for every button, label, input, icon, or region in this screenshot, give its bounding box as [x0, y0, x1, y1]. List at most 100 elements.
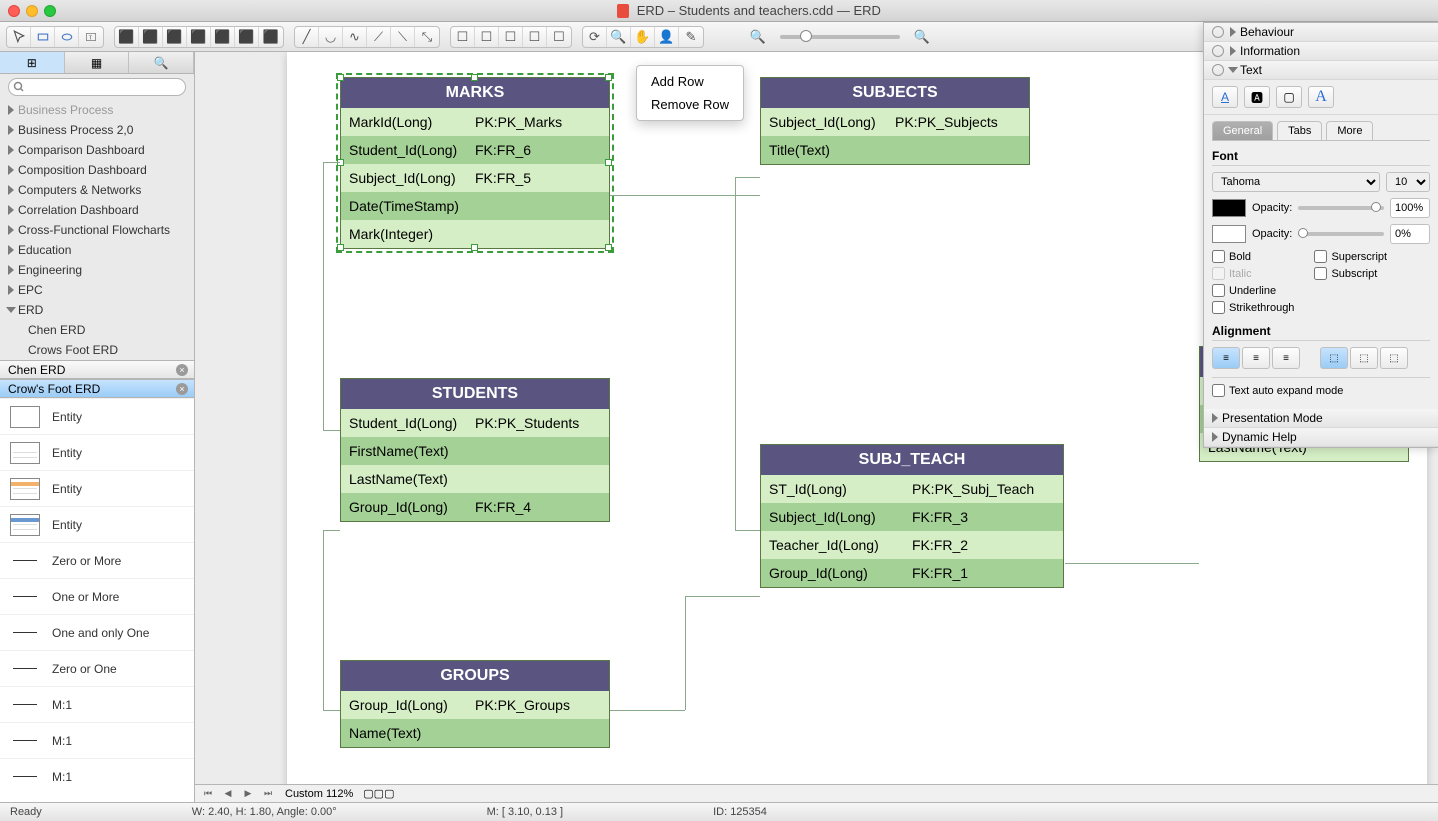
entity-row[interactable]: Subject_Id(Long)FK:FR_5: [341, 164, 609, 192]
props-section[interactable]: Information: [1204, 42, 1438, 61]
curve-tool-icon[interactable]: ∿: [343, 27, 367, 47]
minimize-icon[interactable]: [26, 5, 38, 17]
entity-row[interactable]: Group_Id(Long)FK:FR_4: [341, 493, 609, 521]
user-tool-icon[interactable]: 👤: [655, 27, 679, 47]
tree-item[interactable]: Composition Dashboard: [0, 160, 194, 180]
rect-tool-icon[interactable]: [31, 27, 55, 47]
tree-item[interactable]: EPC: [0, 280, 194, 300]
connector2-tool-icon[interactable]: ⟍: [391, 27, 415, 47]
entity-row[interactable]: FirstName(Text): [341, 437, 609, 465]
entity-row[interactable]: Date(TimeStamp): [341, 192, 609, 220]
style-check[interactable]: [1212, 250, 1225, 263]
sidebar-search-input[interactable]: [8, 78, 186, 96]
tree-item[interactable]: Correlation Dashboard: [0, 200, 194, 220]
align-middle-icon[interactable]: ⬛: [211, 27, 235, 47]
palette-section[interactable]: Crow's Foot ERD×: [0, 379, 194, 398]
ellipse-tool-icon[interactable]: [55, 27, 79, 47]
tree-item[interactable]: Education: [0, 240, 194, 260]
tree-item[interactable]: Comparison Dashboard: [0, 140, 194, 160]
font-size-select[interactable]: 10: [1386, 172, 1430, 192]
style-check[interactable]: [1212, 284, 1225, 297]
close-icon[interactable]: ×: [176, 364, 188, 376]
style-check[interactable]: [1314, 267, 1327, 280]
pointer-tool-icon[interactable]: [7, 27, 31, 47]
close-icon[interactable]: ×: [176, 383, 188, 395]
text-underline-icon[interactable]: A: [1212, 86, 1238, 108]
tree-subitem[interactable]: Crows Foot ERD: [0, 340, 194, 360]
nav-last-icon[interactable]: ⏭: [261, 787, 275, 801]
sidebar-tab-grid[interactable]: ▦: [65, 52, 130, 73]
entity-row[interactable]: MarkId(Long)PK:PK_Marks: [341, 108, 609, 136]
props-footer-section[interactable]: Presentation Mode: [1204, 409, 1438, 428]
props-footer-section[interactable]: Dynamic Help: [1204, 428, 1438, 447]
entity-row[interactable]: Teacher_Id(Long)FK:FR_2: [761, 531, 1063, 559]
style-check[interactable]: [1212, 301, 1225, 314]
sidebar-tab-tree[interactable]: ⊞: [0, 52, 65, 73]
back-icon[interactable]: ☐: [523, 27, 547, 47]
zoom-slider[interactable]: [780, 35, 900, 39]
text-opacity-slider[interactable]: [1298, 206, 1384, 210]
palette-item[interactable]: M:1: [0, 686, 194, 722]
entity-subj_teach[interactable]: SUBJ_TEACHST_Id(Long)PK:PK_Subj_TeachSub…: [760, 444, 1064, 588]
props-tab[interactable]: Tabs: [1277, 121, 1322, 140]
text-style-icon[interactable]: A: [1308, 86, 1334, 108]
align-top-icon[interactable]: ⬛: [187, 27, 211, 47]
valign-top-btn[interactable]: ⬚: [1320, 347, 1348, 369]
selection-handle[interactable]: [605, 159, 612, 166]
palette-section[interactable]: Chen ERD×: [0, 360, 194, 379]
palette-item[interactable]: M:1: [0, 722, 194, 758]
nav-prev-icon[interactable]: ◀: [221, 787, 235, 801]
layer-icon[interactable]: ☐: [547, 27, 571, 47]
entity-students[interactable]: STUDENTSStudent_Id(Long)PK:PK_StudentsFi…: [340, 378, 610, 522]
palette-item[interactable]: Entity: [0, 434, 194, 470]
entity-row[interactable]: Group_Id(Long)PK:PK_Groups: [341, 691, 609, 719]
connector3-tool-icon[interactable]: ⤡: [415, 27, 439, 47]
align-center-icon[interactable]: ⬛: [139, 27, 163, 47]
align-left-btn[interactable]: ≡: [1212, 347, 1240, 369]
connector-tool-icon[interactable]: ⟋: [367, 27, 391, 47]
palette-item[interactable]: M:1: [0, 758, 194, 794]
text-fill-icon[interactable]: 🅰: [1244, 86, 1270, 108]
palette-item[interactable]: Entity: [0, 506, 194, 542]
zoom-in-icon[interactable]: 🔍: [910, 27, 934, 47]
entity-row[interactable]: ST_Id(Long)PK:PK_Subj_Teach: [761, 475, 1063, 503]
entity-row[interactable]: Student_Id(Long)PK:PK_Students: [341, 409, 609, 437]
entity-marks[interactable]: MARKSMarkId(Long)PK:PK_MarksStudent_Id(L…: [340, 77, 610, 249]
tree-subitem[interactable]: Chen ERD: [0, 320, 194, 340]
tree-item[interactable]: Cross-Functional Flowcharts: [0, 220, 194, 240]
distribute-icon[interactable]: ⬛: [259, 27, 283, 47]
text-tool-icon[interactable]: T: [79, 27, 103, 47]
text-color-swatch[interactable]: [1212, 199, 1246, 217]
style-check[interactable]: [1314, 250, 1327, 263]
valign-mid-btn[interactable]: ⬚: [1350, 347, 1378, 369]
selection-handle[interactable]: [605, 244, 612, 251]
entity-row[interactable]: Student_Id(Long)FK:FR_6: [341, 136, 609, 164]
context-menu[interactable]: Add RowRemove Row: [636, 65, 744, 121]
selection-handle[interactable]: [337, 244, 344, 251]
font-select[interactable]: Tahoma: [1212, 172, 1380, 192]
line-tool-icon[interactable]: ╱: [295, 27, 319, 47]
text-shadow-icon[interactable]: ▢: [1276, 86, 1302, 108]
props-section[interactable]: Text: [1204, 61, 1438, 80]
entity-row[interactable]: Subject_Id(Long)FK:FR_3: [761, 503, 1063, 531]
entity-row[interactable]: Title(Text): [761, 136, 1029, 164]
props-section[interactable]: Behaviour: [1204, 23, 1438, 42]
text-opacity-input[interactable]: [1390, 198, 1430, 218]
ungroup-icon[interactable]: ☐: [475, 27, 499, 47]
props-tab[interactable]: More: [1326, 121, 1373, 140]
selection-handle[interactable]: [471, 244, 478, 251]
selection-handle[interactable]: [605, 74, 612, 81]
entity-row[interactable]: Subject_Id(Long)PK:PK_Subjects: [761, 108, 1029, 136]
arc-tool-icon[interactable]: ◡: [319, 27, 343, 47]
nav-next-icon[interactable]: ▶: [241, 787, 255, 801]
entity-subjects[interactable]: SUBJECTSSubject_Id(Long)PK:PK_SubjectsTi…: [760, 77, 1030, 165]
palette-item[interactable]: One or More: [0, 578, 194, 614]
align-right-btn[interactable]: ≡: [1272, 347, 1300, 369]
context-menu-item[interactable]: Add Row: [637, 70, 743, 93]
align-bottom-icon[interactable]: ⬛: [235, 27, 259, 47]
palette-item[interactable]: Zero or One: [0, 650, 194, 686]
tree-item[interactable]: Computers & Networks: [0, 180, 194, 200]
tree-item[interactable]: Business Process 2,0: [0, 120, 194, 140]
entity-groups[interactable]: GROUPSGroup_Id(Long)PK:PK_GroupsName(Tex…: [340, 660, 610, 748]
palette-item[interactable]: Entity: [0, 470, 194, 506]
